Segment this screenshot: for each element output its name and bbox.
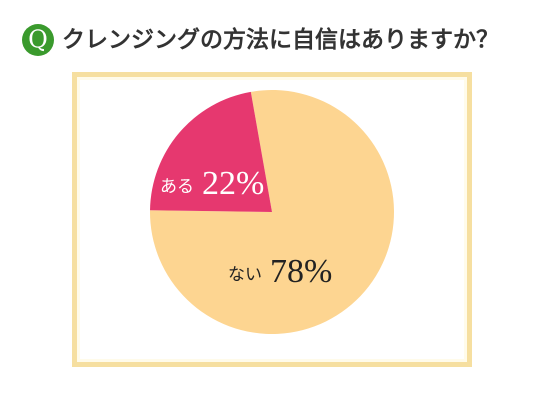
title-badge: Q: [28, 26, 48, 54]
slice-label: ない: [228, 265, 262, 285]
pie-slice: [150, 91, 272, 212]
chart-title: クレンジングの方法に自信はありますか？: [62, 26, 499, 53]
pie-slice: [149, 90, 394, 334]
slice-value-label: 78%: [270, 253, 332, 290]
slice-value-label: 22%: [202, 165, 264, 202]
slice-label: ある: [160, 177, 194, 197]
title-badge-circle: [22, 24, 54, 56]
